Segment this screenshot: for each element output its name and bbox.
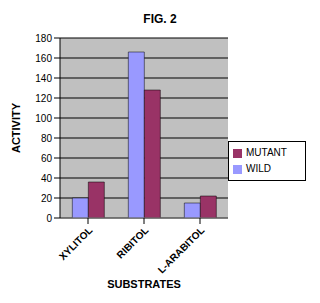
svg-text:60: 60 — [41, 153, 53, 164]
svg-text:RIBITOL: RIBITOL — [114, 225, 150, 261]
html-text:FIG. 2: FIG. 2 — [143, 12, 177, 26]
svg-text:L-ARABITOL: L-ARABITOL — [156, 225, 207, 276]
svg-text:XYLITOL: XYLITOL — [57, 225, 95, 263]
svg-text:20: 20 — [41, 193, 53, 204]
html-text:MUTANT: MUTANT — [246, 147, 287, 158]
svg-text:120: 120 — [35, 93, 52, 104]
svg-text:SUBSTRATES: SUBSTRATES — [107, 278, 181, 290]
svg-text:140: 140 — [35, 73, 52, 84]
svg-text:100: 100 — [35, 113, 52, 124]
svg-text:0: 0 — [46, 213, 52, 224]
svg-text:180: 180 — [35, 33, 52, 44]
svg-text:160: 160 — [35, 53, 52, 64]
svg-text:80: 80 — [41, 133, 53, 144]
svg-text:ACTIVITY: ACTIVITY — [10, 102, 22, 153]
svg-text:40: 40 — [41, 173, 53, 184]
html-text:WILD: WILD — [246, 163, 271, 174]
